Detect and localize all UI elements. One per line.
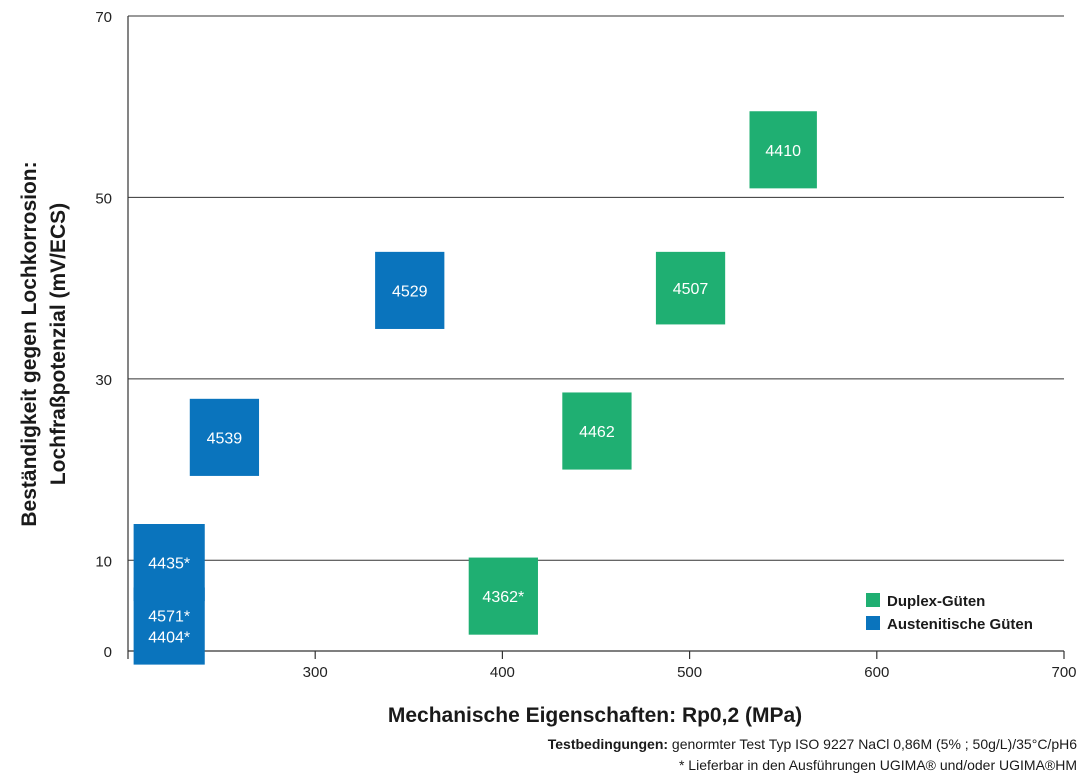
grade-box-4529: 4529 [375, 251, 445, 329]
grade-label: 4362* [482, 589, 524, 606]
y-tick-label-70: 70 [95, 9, 112, 26]
y-axis-title-line-2: Lochfraßpotenzial (mV/ECS) [47, 203, 70, 485]
grade-label: 4571* [148, 609, 190, 626]
legend: Duplex-Güten Austenitische Güten [866, 593, 1033, 633]
grade-box-fill [655, 251, 726, 325]
grade-label: 4462 [579, 424, 615, 441]
chart: 0 10 30 50 70 300 400 500 600 700 4410 4507 4462 436… [18, 9, 1077, 727]
test-conditions-label: Testbedingungen: [547, 736, 669, 752]
grade-box-4507: 4507 [655, 251, 726, 325]
y-axis-title-line-1: Beständigkeit gegen Lochkorrosion: [18, 161, 41, 526]
grade-label: 4435* [148, 556, 190, 573]
grade-box-4410: 4410 [749, 111, 817, 189]
y-tick-label-0: 0 [104, 644, 112, 661]
grade-label: 4529 [392, 283, 428, 300]
footnotes: Testbedingungen: genormter Test Typ ISO … [548, 734, 1077, 776]
grid [128, 15, 1064, 561]
y-tick-label-10: 10 [95, 553, 112, 570]
y-axis-title: Beständigkeit gegen Lochkorrosion: Lochf… [18, 161, 70, 526]
axes [127, 16, 1065, 659]
grade-box-fill [375, 251, 445, 329]
legend-label-1: Austenitische Güten [887, 616, 1033, 633]
grade-box-fill [189, 398, 260, 476]
legend-swatch-0 [866, 593, 880, 607]
grade-box-4539: 4539 [189, 398, 260, 476]
grade-label: 4539 [207, 430, 243, 447]
grade-box-fill [562, 392, 632, 470]
x-tick-label-500: 500 [677, 664, 702, 681]
grade-box-fill [133, 587, 205, 665]
availability-note: * Lieferbar in den Ausführungen UGIMA® u… [678, 757, 1077, 773]
grade-box-4462: 4462 [562, 392, 632, 470]
grade-box-4362: 4362* [468, 557, 538, 635]
x-axis-title: Mechanische Eigenschaften: Rp0,2 (MPa) [388, 704, 802, 727]
grade-label: 4410 [765, 143, 801, 160]
data-points: 4410 4507 4462 4362* 4529 4539 4435* 4571* 4404* [133, 111, 817, 665]
x-tick-label-600: 600 [864, 664, 889, 681]
grade-label: 4507 [673, 281, 709, 298]
y-tick-label-30: 30 [95, 372, 112, 389]
x-tick-label-700: 700 [1051, 664, 1076, 681]
y-tick-label-50: 50 [95, 190, 112, 207]
legend-swatch-1 [866, 616, 880, 630]
grade-label: 4404* [148, 630, 190, 647]
grade-box-fill [468, 557, 538, 635]
test-conditions-text: genormter Test Typ ISO 9227 NaCl 0,86M (… [668, 736, 1077, 752]
grade-box-fill [749, 111, 817, 189]
grade-box-4571-4404: 4571* 4404* [133, 587, 205, 665]
x-tick-label-400: 400 [490, 664, 515, 681]
tick-labels: 0 10 30 50 70 300 400 500 600 700 [95, 9, 1076, 681]
legend-label-0: Duplex-Güten [887, 593, 985, 610]
test-conditions: Testbedingungen: genormter Test Typ ISO … [548, 734, 1077, 755]
x-tick-label-300: 300 [303, 664, 328, 681]
